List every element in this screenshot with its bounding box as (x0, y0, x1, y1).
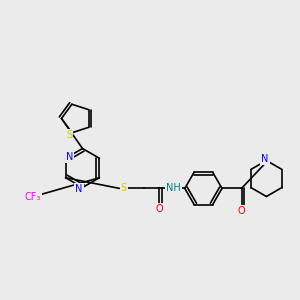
Text: CF₃: CF₃ (25, 191, 41, 202)
Text: NH: NH (166, 183, 181, 193)
Text: O: O (238, 206, 245, 216)
Text: S: S (121, 183, 127, 194)
Text: O: O (155, 204, 163, 214)
Text: N: N (65, 152, 73, 162)
Text: N: N (75, 184, 82, 194)
Text: S: S (66, 130, 73, 140)
Text: N: N (261, 154, 268, 164)
